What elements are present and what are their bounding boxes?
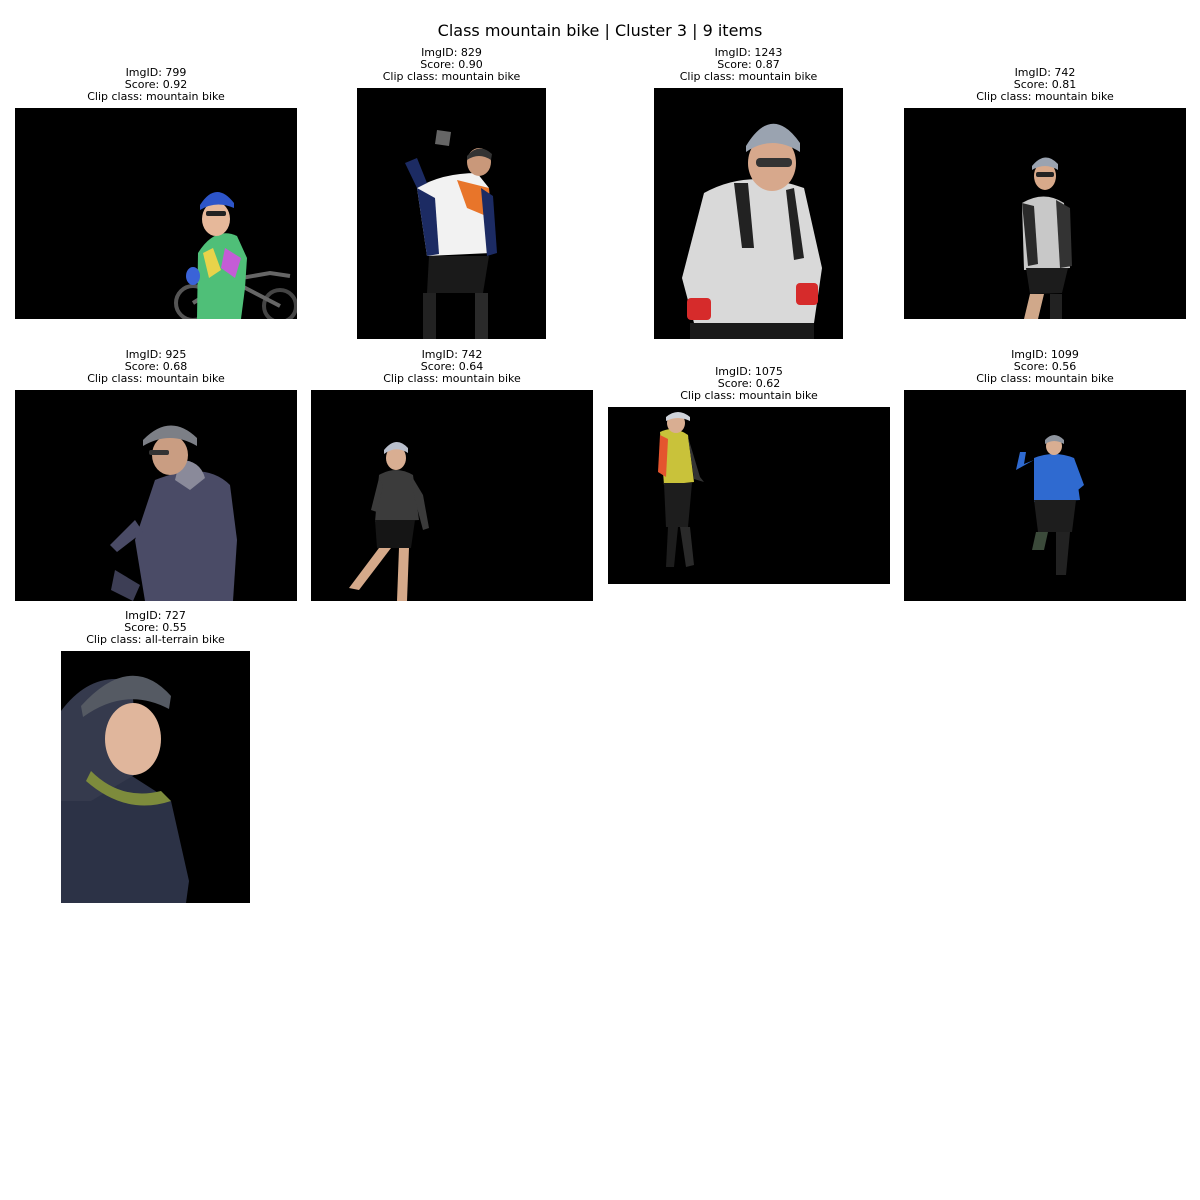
- score-label: Score: 0.56: [1013, 360, 1077, 373]
- panel-caption: ImgID: 829 Score: 0.90 Clip class: mount…: [297, 47, 606, 83]
- image-panel: ImgID: 829 Score: 0.90 Clip class: mount…: [357, 47, 546, 339]
- clip-class-label: Clip class: mountain bike: [382, 70, 521, 83]
- cyclist-image: [904, 390, 1186, 601]
- score-label: Score: 0.62: [717, 377, 781, 390]
- img-id-label: ImgID: 799: [125, 66, 187, 79]
- image-panel: ImgID: 742 Score: 0.81 Clip class: mount…: [904, 67, 1186, 319]
- panel-caption: ImgID: 742 Score: 0.81 Clip class: mount…: [844, 67, 1200, 103]
- cyclist-image: [904, 108, 1186, 319]
- img-id-label: ImgID: 925: [125, 348, 187, 361]
- panel-caption: ImgID: 1075 Score: 0.62 Clip class: moun…: [548, 366, 950, 402]
- img-id-label: ImgID: 829: [421, 46, 482, 59]
- image-panel: ImgID: 1075 Score: 0.62 Clip class: moun…: [608, 366, 890, 584]
- cyclist-image: [61, 651, 250, 903]
- image-panel: ImgID: 1099 Score: 0.56 Clip class: moun…: [904, 349, 1186, 601]
- image-panel: ImgID: 799 Score: 0.92 Clip class: mount…: [15, 67, 297, 319]
- img-id-label: ImgID: 742: [1014, 66, 1076, 79]
- clip-class-label: Clip class: mountain bike: [87, 90, 225, 103]
- cyclist-image: [15, 108, 297, 319]
- clip-class-label: Clip class: all-terrain bike: [86, 633, 225, 646]
- cyclist-image: [311, 390, 593, 601]
- image-panel: ImgID: 1243 Score: 0.87 Clip class: moun…: [654, 47, 843, 339]
- panel-caption: ImgID: 1099 Score: 0.56 Clip class: moun…: [844, 349, 1200, 385]
- score-label: Score: 0.68: [124, 360, 188, 373]
- panel-caption: ImgID: 799 Score: 0.92 Clip class: mount…: [0, 67, 357, 103]
- cyclist-image: [608, 407, 890, 584]
- img-id-label: ImgID: 742: [421, 348, 483, 361]
- image-panel: ImgID: 925 Score: 0.68 Clip class: mount…: [15, 349, 297, 601]
- panel-caption: ImgID: 742 Score: 0.64 Clip class: mount…: [251, 349, 653, 385]
- clip-class-label: Clip class: mountain bike: [679, 70, 818, 83]
- clip-class-label: Clip class: mountain bike: [976, 90, 1114, 103]
- cyclist-image: [357, 88, 546, 339]
- img-id-label: ImgID: 1099: [1011, 348, 1079, 361]
- score-label: Score: 0.64: [420, 360, 484, 373]
- img-id-label: ImgID: 1243: [714, 46, 783, 59]
- img-id-label: ImgID: 727: [125, 609, 186, 622]
- score-label: Score: 0.87: [717, 58, 780, 71]
- clip-class-label: Clip class: mountain bike: [976, 372, 1114, 385]
- score-label: Score: 0.55: [124, 621, 187, 634]
- score-label: Score: 0.81: [1013, 78, 1077, 91]
- clip-class-label: Clip class: mountain bike: [680, 389, 818, 402]
- clip-class-label: Clip class: mountain bike: [383, 372, 521, 385]
- panel-caption: ImgID: 925 Score: 0.68 Clip class: mount…: [0, 349, 357, 385]
- score-label: Score: 0.92: [124, 78, 188, 91]
- panel-caption: ImgID: 1243 Score: 0.87 Clip class: moun…: [594, 47, 903, 83]
- image-panel: ImgID: 742 Score: 0.64 Clip class: mount…: [311, 349, 593, 601]
- image-panel: ImgID: 727 Score: 0.55 Clip class: all-t…: [61, 610, 250, 903]
- score-label: Score: 0.90: [420, 58, 483, 71]
- cyclist-image: [15, 390, 297, 601]
- figure-title: Class mountain bike | Cluster 3 | 9 item…: [437, 21, 763, 40]
- img-id-label: ImgID: 1075: [715, 365, 783, 378]
- clip-class-label: Clip class: mountain bike: [87, 372, 225, 385]
- panel-caption: ImgID: 727 Score: 0.55 Clip class: all-t…: [1, 610, 310, 646]
- cyclist-image: [654, 88, 843, 339]
